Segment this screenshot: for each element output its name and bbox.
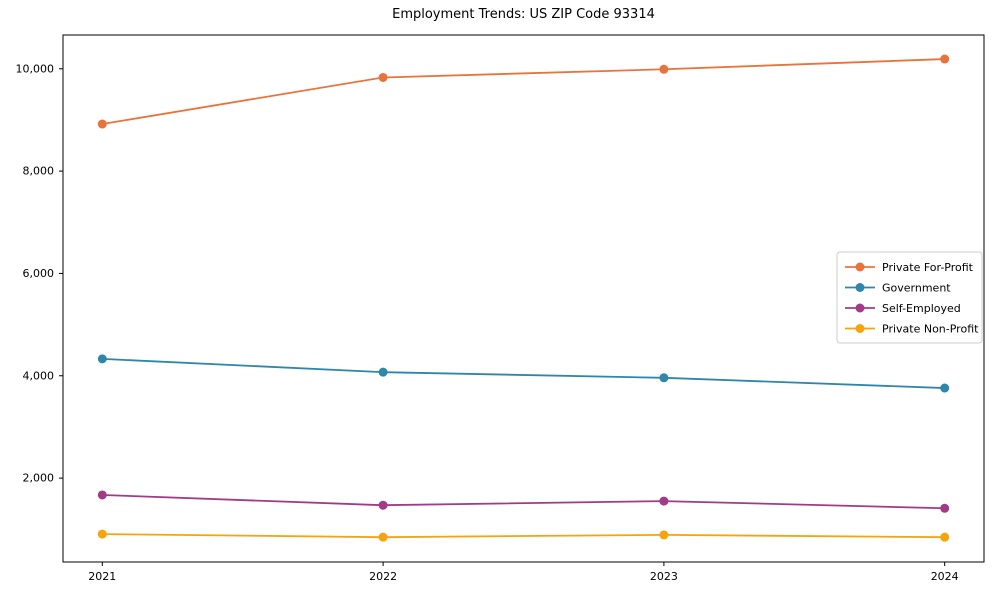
legend-label-government: Government [882, 281, 951, 294]
plot-frame [62, 34, 985, 563]
data-point-private-non-profit [659, 530, 669, 540]
series-line-private-for-profit [102, 58, 945, 125]
data-point-government [940, 383, 950, 393]
data-point-government [97, 354, 107, 364]
data-point-government [378, 367, 388, 377]
data-point-self-employed [378, 500, 388, 510]
legend-label-private-non-profit: Private Non-Profit [882, 322, 979, 335]
y-axis-tick-label: 10,000 [16, 62, 55, 75]
data-point-private-non-profit [97, 529, 107, 539]
series-line-government [102, 357, 945, 389]
data-point-private-for-profit [378, 72, 388, 82]
data-point-private-non-profit [378, 532, 388, 542]
data-point-government [659, 373, 669, 383]
series-line-self-employed [102, 494, 945, 510]
legend-label-self-employed: Self-Employed [882, 302, 961, 315]
x-axis-tick-label: 2024 [931, 570, 959, 583]
data-point-self-employed [659, 496, 669, 506]
data-point-private-for-profit [97, 119, 107, 129]
data-point-private-for-profit [659, 64, 669, 74]
data-point-self-employed [97, 490, 107, 500]
y-axis-tick-label: 6,000 [23, 267, 55, 280]
data-point-self-employed [940, 503, 950, 513]
legend-label-private-for-profit: Private For-Profit [882, 261, 974, 274]
legend-marker-private-for-profit [855, 262, 865, 272]
data-point-private-for-profit [940, 54, 950, 64]
legend-box [836, 251, 983, 344]
y-axis-tick-label: 8,000 [23, 165, 55, 178]
legend-marker-self-employed [855, 303, 865, 313]
chart-title: Employment Trends: US ZIP Code 93314 [392, 7, 655, 22]
series-line-private-non-profit [102, 533, 945, 539]
x-axis-tick-label: 2023 [650, 570, 678, 583]
x-axis-tick-label: 2022 [369, 570, 397, 583]
y-axis-tick-label: 4,000 [23, 369, 55, 382]
data-point-private-non-profit [940, 532, 950, 542]
y-axis-tick-label: 2,000 [23, 472, 55, 485]
x-axis-tick-label: 2021 [88, 570, 116, 583]
legend-marker-government [855, 283, 865, 292]
legend-marker-private-non-profit [855, 324, 865, 333]
